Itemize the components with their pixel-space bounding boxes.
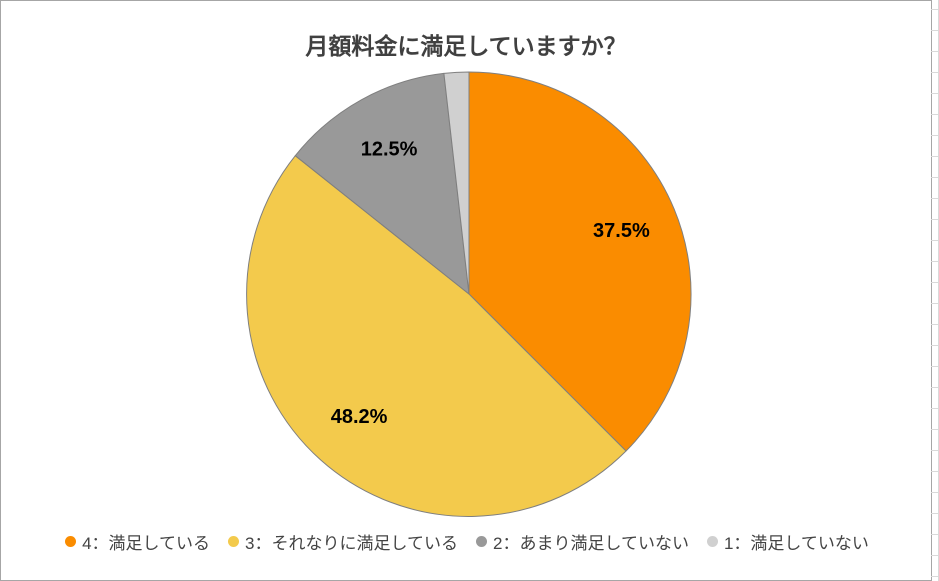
legend-item-2-not-very-satisfied: 2：あまり満足していない [476,529,689,554]
pie-slice-3 [294,72,470,295]
legend-item-4-satisfied: 4：満足している [65,529,210,554]
slice-label-2: 48.2% [331,406,388,428]
legend-item-label: 4：満足している [82,533,211,553]
slice-label-3: 12.5% [361,139,418,161]
legend: 4：満足している 3：それなりに満足している 2：あまり満足していない 1：満足… [1,529,933,553]
pie-slice-4 [443,71,470,295]
pie-slice-2 [246,155,627,517]
legend-item-label: 3：それなりに満足している [245,533,458,553]
legend-marker-icon [65,535,77,547]
legend-item-3-somewhat-satisfied: 3：それなりに満足している [228,529,458,554]
legend-marker-icon [476,535,487,547]
legend-item-label: 2：あまり満足していない [493,533,689,553]
legend-item-1-not-satisfied: 1：満足していない [706,529,869,554]
slice-label-1: 37.5% [593,220,650,242]
chart-title: 月額料金に満足していますか？ [305,33,627,59]
legend-item-label: 1：満足していない [723,533,869,553]
pie-slice-1 [468,71,692,452]
spreadsheet-gridlines-strip [931,0,939,581]
legend-marker-icon [706,535,718,547]
legend-marker-icon [228,535,240,547]
